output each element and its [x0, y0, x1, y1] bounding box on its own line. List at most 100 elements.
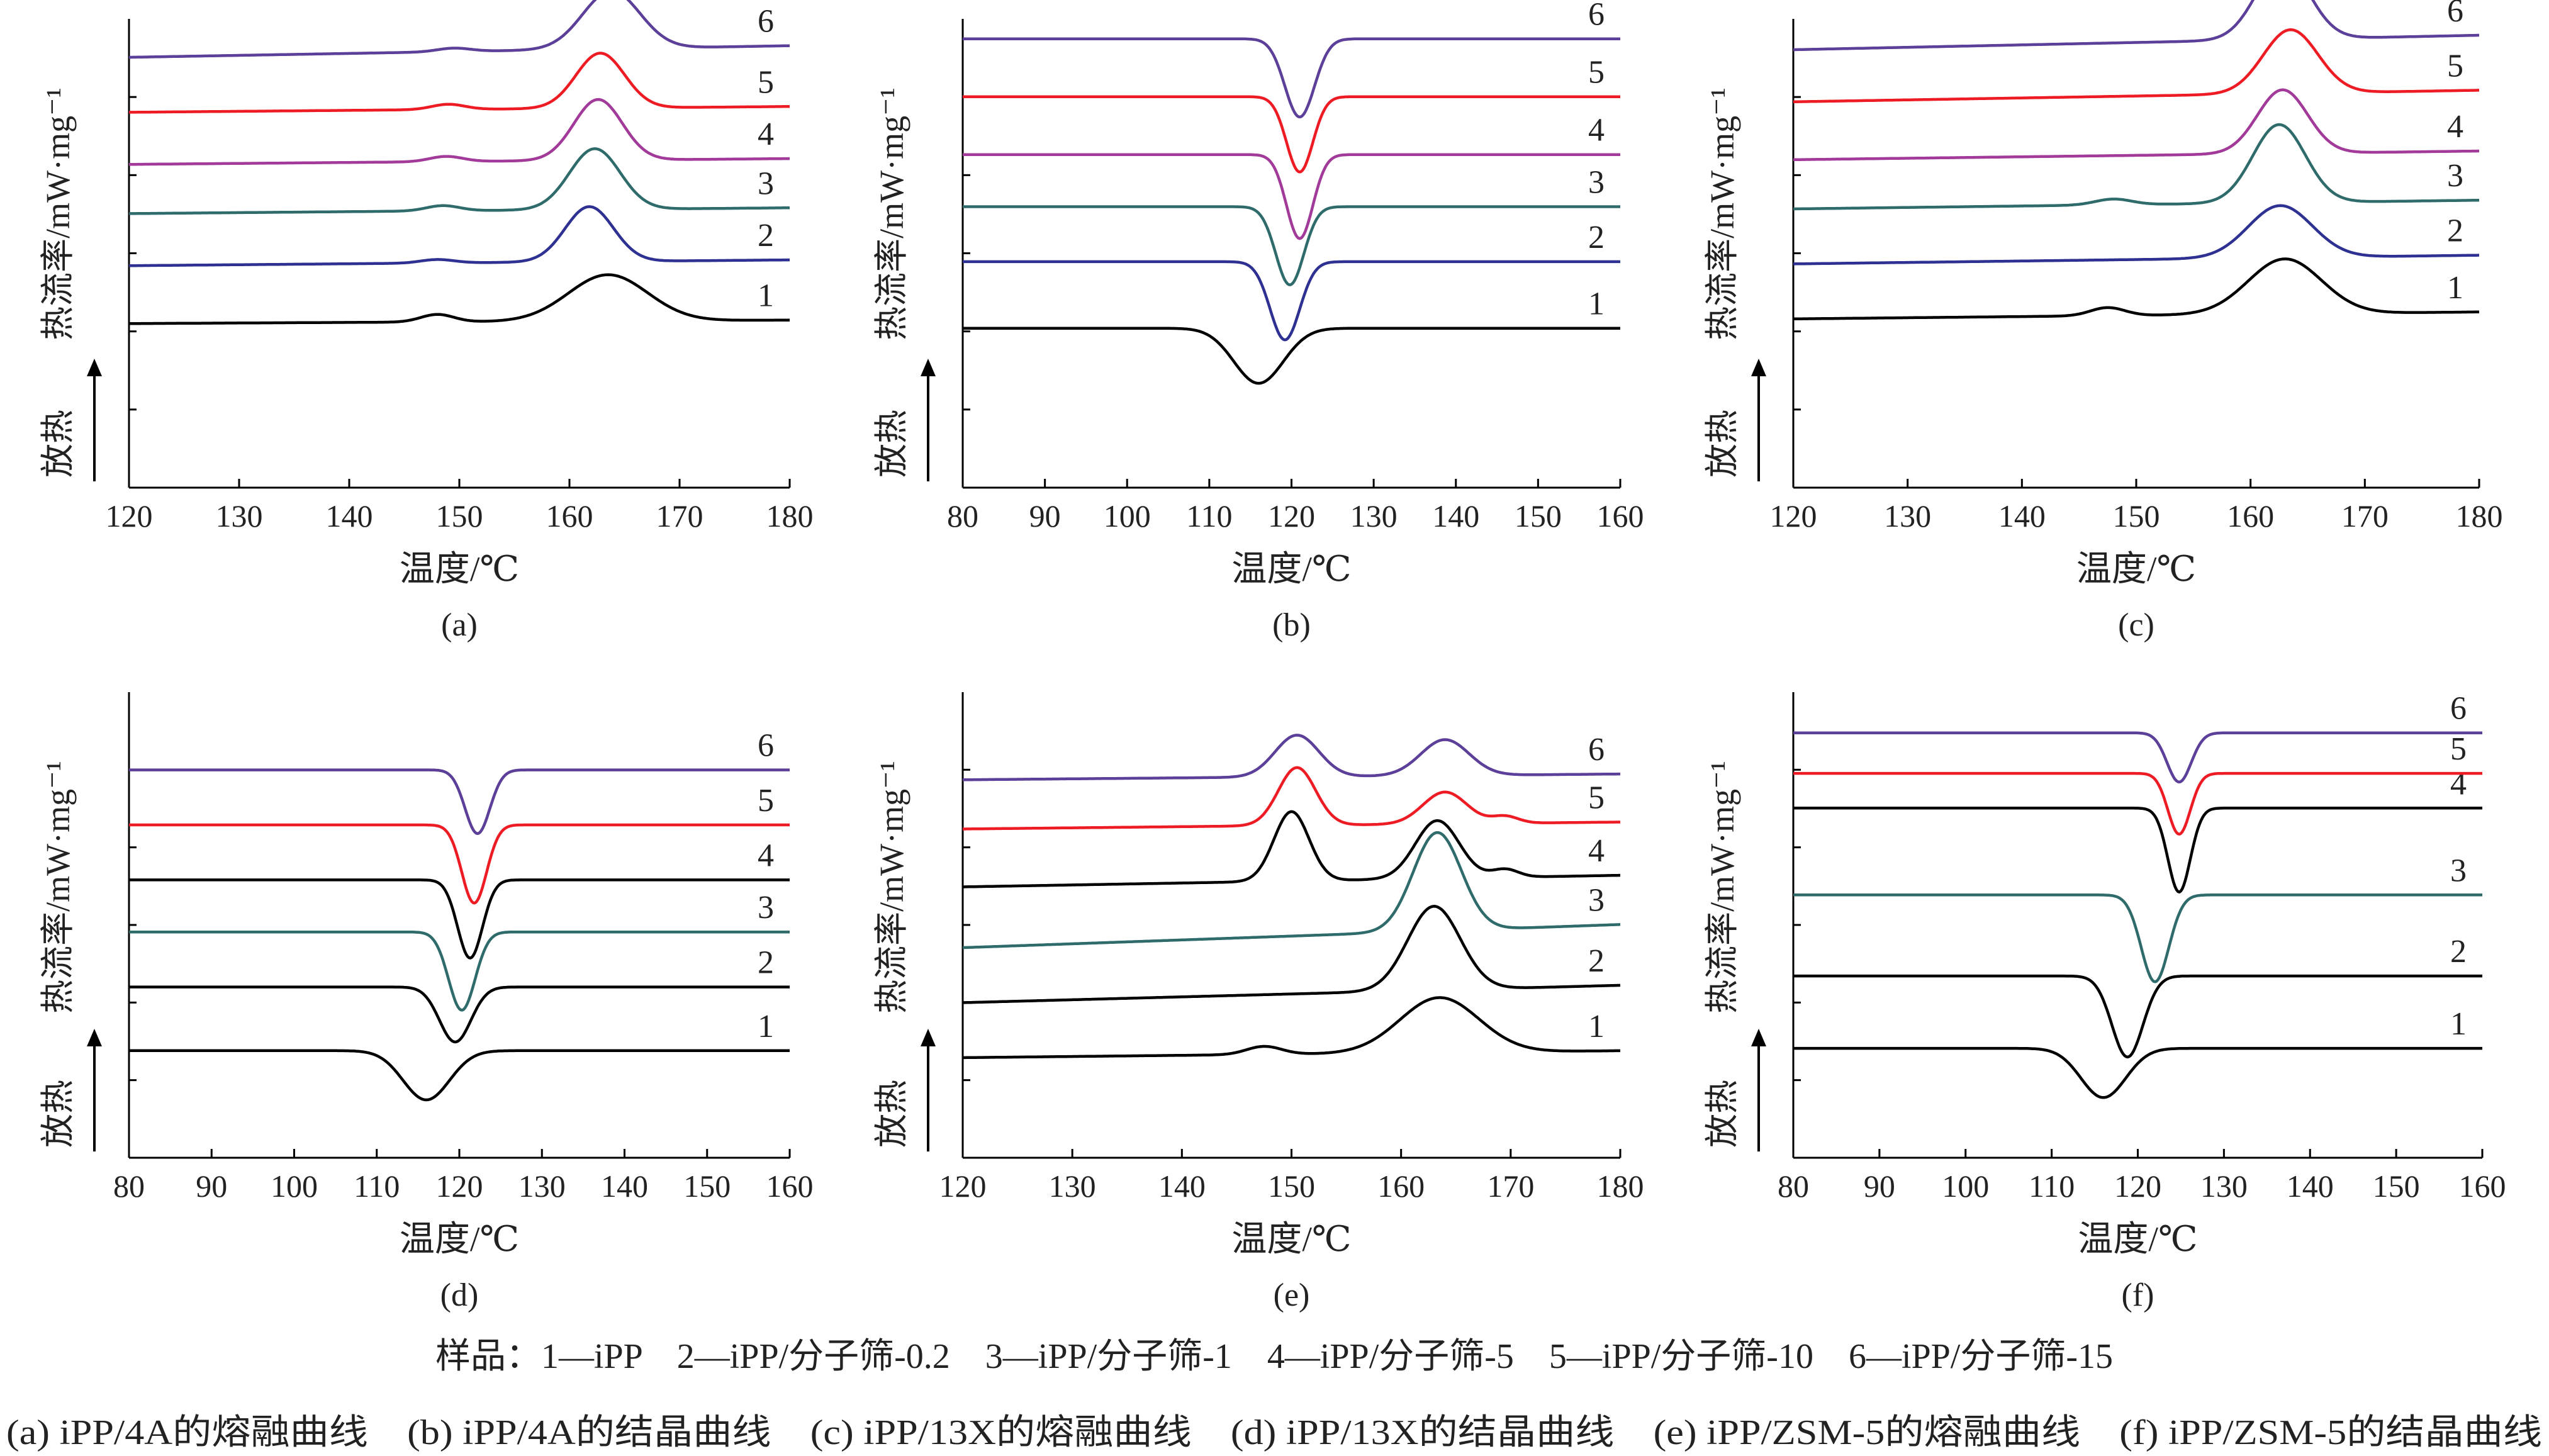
x-tick-label: 130 — [1884, 498, 1931, 534]
chart-panel: 120 130 140 150 160 170 180 温度/℃ (a) 热流率/mW·mg⁻¹ 放… — [39, 0, 814, 643]
series-label: 1 — [2447, 270, 2463, 306]
panel-label: (a) — [441, 607, 478, 643]
chart-panel: 80 90 100 110 120 130 140 150 160 温度/℃ (f) 热流率/mW·m… — [1703, 691, 2506, 1313]
series-label: 1 — [758, 1009, 774, 1044]
series-label: 4 — [1588, 113, 1605, 148]
series-label: 2 — [758, 945, 774, 981]
x-tick-label: 170 — [2341, 498, 2389, 534]
series-line — [1793, 893, 2482, 983]
exotherm-arrow-head — [87, 359, 102, 376]
x-tick-label: 90 — [1864, 1168, 1895, 1204]
series-label: 5 — [1588, 780, 1605, 815]
series-line — [1793, 204, 2479, 266]
series-line — [962, 831, 1621, 949]
sample-legend: 样品：1—iPP 2—iPP/分子筛-0.2 3—iPP/分子筛-1 4—iPP… — [435, 1337, 2113, 1376]
x-axis-label: 温度/℃ — [400, 1220, 519, 1259]
x-tick-label: 150 — [1268, 1168, 1315, 1204]
series-label: 4 — [758, 116, 774, 152]
exotherm-arrow-head — [87, 1029, 102, 1046]
x-tick-label: 140 — [601, 1168, 648, 1204]
x-tick-label: 150 — [683, 1168, 731, 1204]
series-line — [128, 273, 790, 325]
series-line — [962, 905, 1621, 1004]
y-axis-label: 热流率/mW·mg⁻¹ — [1703, 761, 1741, 1014]
series-line — [962, 153, 1621, 240]
series-label: 5 — [2450, 731, 2467, 767]
x-tick-label: 140 — [1432, 498, 1479, 534]
series-label: 2 — [2450, 934, 2467, 970]
series-line — [128, 98, 790, 166]
exotherm-arrow-head — [921, 1029, 936, 1046]
x-tick-label: 140 — [1998, 498, 2046, 534]
series-label: 4 — [1588, 833, 1605, 869]
series-line — [1793, 731, 2482, 784]
series-line — [962, 205, 1621, 286]
series-line — [1793, 1046, 2482, 1099]
series-label: 2 — [1588, 220, 1605, 255]
series-label: 4 — [758, 837, 774, 873]
series-line — [128, 768, 790, 836]
series-label: 6 — [1588, 732, 1605, 768]
series-label: 1 — [758, 278, 774, 314]
exotherm-label: 放热 — [1703, 410, 1741, 478]
exotherm-arrow-head — [1751, 1029, 1766, 1046]
y-axis-label: 热流率/mW·mg⁻¹ — [873, 87, 910, 340]
x-tick-label: 120 — [2114, 1168, 2161, 1204]
exotherm-label: 放热 — [873, 1080, 910, 1148]
series-line — [128, 985, 790, 1044]
series-label: 5 — [758, 783, 774, 819]
series-label: 2 — [2447, 213, 2463, 249]
series-line — [128, 878, 790, 960]
series-label: 5 — [1588, 55, 1605, 91]
x-axis-label: 温度/℃ — [1231, 550, 1351, 589]
y-axis-label: 热流率/mW·mg⁻¹ — [1703, 87, 1741, 340]
series-line — [1793, 123, 2479, 211]
series-label: 2 — [758, 218, 774, 254]
x-tick-label: 160 — [1377, 1168, 1425, 1204]
x-tick-label: 150 — [2373, 1168, 2420, 1204]
series-label: 2 — [1588, 943, 1605, 979]
x-tick-label: 170 — [1487, 1168, 1534, 1204]
y-axis-label: 热流率/mW·mg⁻¹ — [873, 761, 910, 1014]
series-line — [962, 810, 1621, 888]
x-tick-label: 160 — [2459, 1168, 2506, 1204]
x-tick-label: 120 — [1268, 498, 1315, 534]
series-label: 1 — [2450, 1006, 2467, 1042]
x-tick-label: 130 — [518, 1168, 566, 1204]
series-label: 6 — [2450, 691, 2467, 727]
series-line — [962, 996, 1621, 1060]
x-tick-label: 120 — [1770, 498, 1817, 534]
series-line — [962, 37, 1621, 119]
series-line — [962, 766, 1621, 831]
x-tick-label: 80 — [113, 1168, 145, 1204]
series-line — [128, 930, 790, 1012]
x-tick-label: 130 — [1049, 1168, 1096, 1204]
exotherm-label: 放热 — [39, 410, 77, 478]
x-tick-label: 110 — [1186, 498, 1232, 534]
x-tick-label: 160 — [2227, 498, 2274, 534]
series-label: 1 — [1588, 1009, 1605, 1044]
exotherm-arrow-head — [921, 359, 936, 376]
series-line — [1793, 974, 2482, 1059]
series-line — [128, 52, 790, 114]
series-label: 5 — [2447, 48, 2463, 84]
y-axis-label: 热流率/mW·mg⁻¹ — [39, 761, 77, 1014]
series-label: 6 — [2447, 0, 2463, 29]
series-line — [1793, 28, 2479, 104]
x-tick-label: 180 — [766, 498, 814, 534]
series-line — [1793, 88, 2479, 162]
panel-label: (d) — [440, 1277, 479, 1313]
x-tick-label: 120 — [106, 498, 153, 534]
x-tick-label: 120 — [436, 1168, 483, 1204]
series-line — [962, 734, 1621, 781]
x-axis-label: 温度/℃ — [400, 550, 519, 589]
series-line — [128, 0, 790, 59]
x-axis-label: 温度/℃ — [1231, 1220, 1351, 1259]
series-line — [128, 147, 790, 215]
x-tick-label: 140 — [2287, 1168, 2334, 1204]
exotherm-label: 放热 — [39, 1080, 77, 1148]
x-tick-label: 100 — [1942, 1168, 1989, 1204]
series-label: 3 — [1588, 165, 1605, 201]
x-tick-label: 180 — [1597, 1168, 1644, 1204]
